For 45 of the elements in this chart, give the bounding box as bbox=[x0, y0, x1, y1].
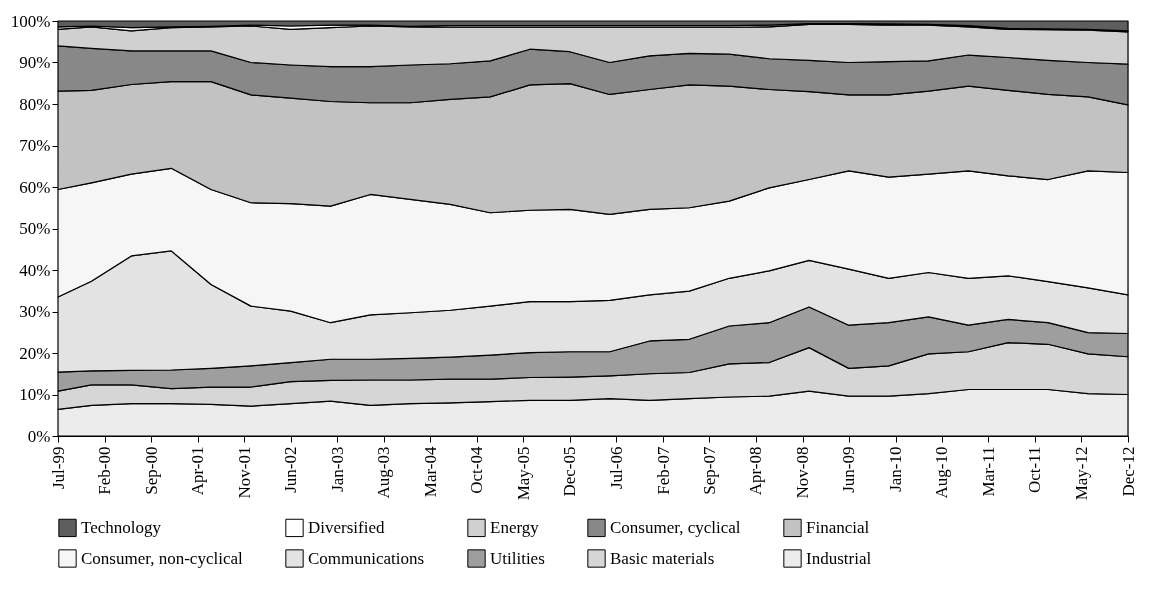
y-tick-label: 20% bbox=[19, 343, 51, 363]
x-tick-label: Jan-03 bbox=[327, 446, 347, 492]
x-tick-label: Oct-04 bbox=[467, 446, 487, 494]
legend-label: Communications bbox=[308, 548, 425, 568]
x-tick-label: Feb-07 bbox=[653, 446, 673, 495]
x-tick-label: Jul-99 bbox=[48, 446, 68, 489]
x-tick-label: Mar-11 bbox=[978, 446, 998, 497]
y-tick-label: 100% bbox=[10, 11, 51, 31]
y-tick-label: 40% bbox=[19, 260, 51, 280]
y-tick-label: 0% bbox=[27, 426, 51, 446]
legend-label: Diversified bbox=[308, 517, 385, 537]
legend-label: Energy bbox=[490, 517, 540, 537]
legend-label: Basic materials bbox=[610, 548, 715, 568]
legend-label: Financial bbox=[806, 517, 870, 537]
legend-label: Technology bbox=[81, 517, 162, 537]
x-tick-label: Oct-11 bbox=[1025, 446, 1045, 494]
x-tick-label: Apr-08 bbox=[746, 446, 766, 496]
x-tick-label: May-05 bbox=[513, 446, 533, 501]
x-tick-label: Jun-09 bbox=[839, 446, 859, 493]
x-tick-label: Apr-01 bbox=[188, 446, 208, 496]
legend-label: Industrial bbox=[806, 548, 872, 568]
legend-label: Consumer, cyclical bbox=[610, 517, 741, 537]
x-tick-label: May-12 bbox=[1071, 446, 1091, 501]
x-tick-label: Dec-05 bbox=[560, 446, 580, 497]
x-tick-label: Nov-08 bbox=[793, 446, 813, 499]
x-tick-label: Dec-12 bbox=[1118, 446, 1138, 497]
x-tick-label: Sep-07 bbox=[699, 446, 719, 495]
x-tick-label: Mar-04 bbox=[420, 446, 440, 498]
y-tick-label: 80% bbox=[19, 94, 51, 114]
y-tick-label: 10% bbox=[19, 385, 51, 404]
y-tick-label: 90% bbox=[19, 53, 51, 72]
x-tick-label: Jul-06 bbox=[606, 446, 626, 489]
x-tick-label: Jan-10 bbox=[886, 446, 906, 492]
y-tick-label: 30% bbox=[19, 302, 51, 321]
x-tick-label: Nov-01 bbox=[234, 446, 254, 499]
x-tick-label: Sep-00 bbox=[141, 446, 161, 495]
legend-label: Utilities bbox=[490, 548, 545, 568]
y-tick-label: 60% bbox=[19, 177, 51, 197]
y-tick-label: 70% bbox=[19, 136, 51, 155]
x-tick-label: Jun-02 bbox=[281, 446, 301, 493]
y-tick-label: 50% bbox=[19, 219, 51, 238]
x-tick-label: Feb-00 bbox=[95, 446, 115, 495]
x-tick-label: Aug-03 bbox=[374, 446, 394, 499]
x-tick-label: Aug-10 bbox=[932, 446, 952, 499]
legend-label: Consumer, non-cyclical bbox=[81, 548, 243, 568]
